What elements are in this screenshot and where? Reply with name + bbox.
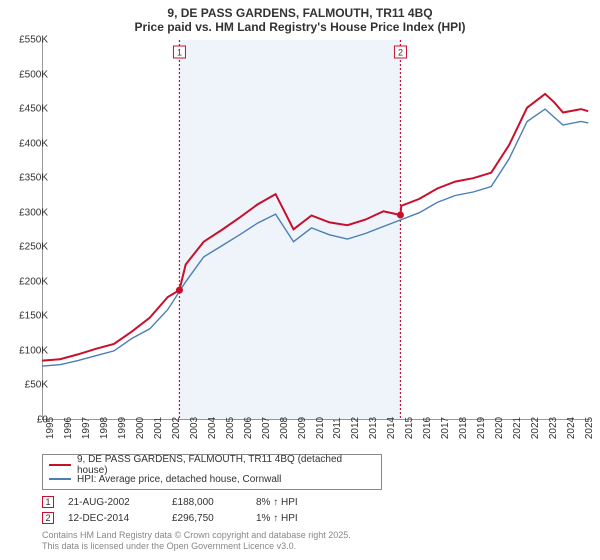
x-tick-label: 2020 — [494, 417, 505, 439]
legend-row-1: 9, DE PASS GARDENS, FALMOUTH, TR11 4BQ (… — [49, 458, 375, 472]
chart-container: 9, DE PASS GARDENS, FALMOUTH, TR11 4BQ P… — [0, 0, 600, 560]
x-tick-label: 1998 — [99, 417, 110, 439]
event-table: 1 21-AUG-2002 £188,000 8% ↑ HPI 2 12-DEC… — [42, 494, 336, 526]
event-date-1: 21-AUG-2002 — [68, 497, 158, 508]
line-chart-svg: 12 — [42, 40, 590, 420]
x-tick-label: 2012 — [350, 417, 361, 439]
event-row-2: 2 12-DEC-2014 £296,750 1% ↑ HPI — [42, 510, 336, 526]
x-tick-label: 2014 — [386, 417, 397, 439]
x-tick-label: 2006 — [243, 417, 254, 439]
x-tick-label: 2010 — [315, 417, 326, 439]
x-tick-label: 2024 — [566, 417, 577, 439]
svg-text:2: 2 — [398, 48, 403, 58]
x-tick-label: 2005 — [225, 417, 236, 439]
event-price-2: £296,750 — [172, 513, 242, 524]
footer-attribution: Contains HM Land Registry data © Crown c… — [42, 530, 351, 552]
title-block: 9, DE PASS GARDENS, FALMOUTH, TR11 4BQ P… — [0, 0, 600, 36]
event-marker-2: 2 — [42, 512, 54, 524]
event-pct-1: 8% ↑ HPI — [256, 497, 336, 508]
event-price-1: £188,000 — [172, 497, 242, 508]
x-tick-label: 2015 — [404, 417, 415, 439]
x-tick-label: 2025 — [584, 417, 595, 439]
footer-line-2: This data is licensed under the Open Gov… — [42, 541, 351, 552]
x-tick-label: 2008 — [279, 417, 290, 439]
x-tick-label: 1999 — [117, 417, 128, 439]
x-tick-label: 2023 — [548, 417, 559, 439]
x-tick-label: 2013 — [368, 417, 379, 439]
title-line-1: 9, DE PASS GARDENS, FALMOUTH, TR11 4BQ — [0, 6, 600, 20]
x-tick-label: 2004 — [207, 417, 218, 439]
x-tick-label: 1995 — [45, 417, 56, 439]
footer-line-1: Contains HM Land Registry data © Crown c… — [42, 530, 351, 541]
event-row-1: 1 21-AUG-2002 £188,000 8% ↑ HPI — [42, 494, 336, 510]
x-tick-label: 1997 — [81, 417, 92, 439]
x-tick-label: 2019 — [476, 417, 487, 439]
x-tick-label: 2003 — [189, 417, 200, 439]
x-tick-label: 2000 — [135, 417, 146, 439]
x-tick-label: 1996 — [63, 417, 74, 439]
svg-text:1: 1 — [177, 48, 182, 58]
legend-swatch-1 — [49, 464, 71, 467]
x-tick-label: 2016 — [422, 417, 433, 439]
event-marker-1: 1 — [42, 496, 54, 508]
event-date-2: 12-DEC-2014 — [68, 513, 158, 524]
x-axis-labels: 1995199619971998199920002001200220032004… — [42, 424, 590, 454]
legend-label-2: HPI: Average price, detached house, Corn… — [77, 474, 281, 485]
x-tick-label: 2022 — [530, 417, 541, 439]
legend-swatch-2 — [49, 478, 71, 480]
legend-box: 9, DE PASS GARDENS, FALMOUTH, TR11 4BQ (… — [42, 454, 382, 490]
event-pct-2: 1% ↑ HPI — [256, 513, 336, 524]
x-tick-label: 2002 — [171, 417, 182, 439]
x-tick-label: 2011 — [332, 417, 343, 439]
x-tick-label: 2021 — [512, 417, 523, 439]
x-tick-label: 2017 — [440, 417, 451, 439]
x-tick-label: 2001 — [153, 417, 164, 439]
plot-area: 12 — [42, 40, 590, 420]
x-tick-label: 2009 — [297, 417, 308, 439]
x-tick-label: 2018 — [458, 417, 469, 439]
title-line-2: Price paid vs. HM Land Registry's House … — [0, 20, 600, 34]
x-tick-label: 2007 — [261, 417, 272, 439]
